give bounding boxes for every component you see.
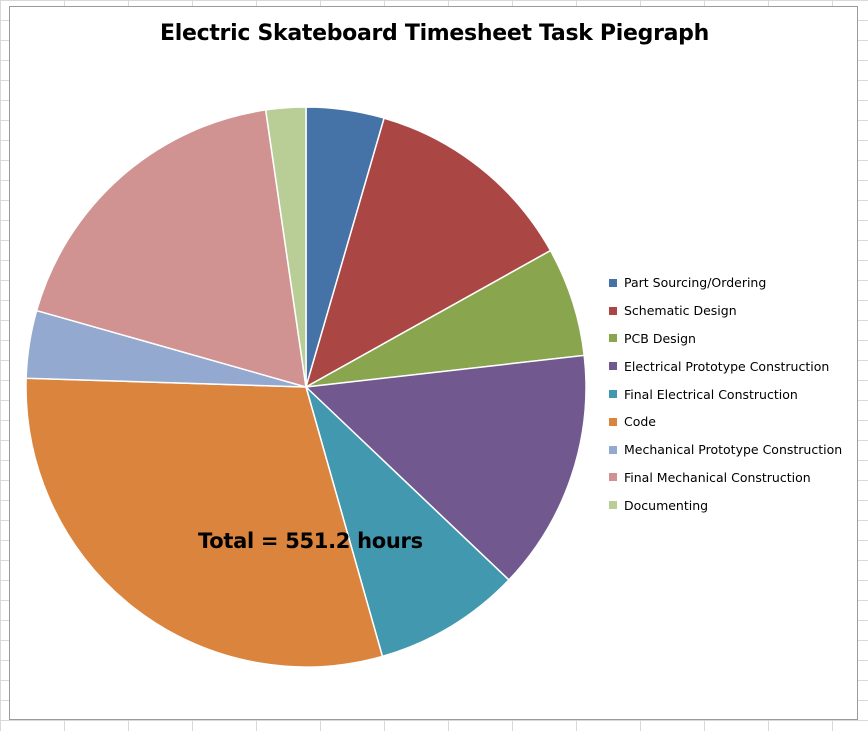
legend-swatch bbox=[609, 278, 617, 287]
legend-label: Final Electrical Construction bbox=[624, 386, 798, 402]
chart-legend: Part Sourcing/Ordering Schematic Design PC… bbox=[609, 269, 842, 519]
legend-item: Final Electrical Construction bbox=[609, 380, 842, 408]
legend-swatch bbox=[609, 473, 617, 482]
total-hours-annotation: Total = 551.2 hours bbox=[198, 529, 423, 553]
pie-slice-code[interactable] bbox=[25, 377, 384, 668]
legend-swatch bbox=[609, 334, 617, 343]
legend-item: Code bbox=[609, 408, 842, 436]
pie-slice-documenting[interactable] bbox=[264, 106, 307, 388]
legend-swatch bbox=[609, 306, 617, 315]
legend-swatch bbox=[609, 362, 617, 371]
chart-title: Electric Skateboard Timesheet Task Piegr… bbox=[160, 21, 709, 46]
legend-item: PCB Design bbox=[609, 325, 842, 353]
pie-slices bbox=[25, 106, 587, 668]
pie-chart bbox=[25, 106, 587, 668]
legend-label: Schematic Design bbox=[624, 303, 737, 319]
legend-item: Electrical Prototype Construction bbox=[609, 352, 842, 380]
legend-item: Documenting bbox=[609, 491, 842, 519]
legend-swatch bbox=[609, 417, 617, 426]
legend-label: Final Mechanical Construction bbox=[624, 469, 811, 485]
pie-slice-schematic-design[interactable] bbox=[304, 117, 552, 389]
pie-slice-electrical-prototype-construction[interactable] bbox=[304, 354, 587, 582]
legend-item: Mechanical Prototype Construction bbox=[609, 436, 842, 464]
legend-item: Part Sourcing/Ordering bbox=[609, 269, 842, 297]
legend-item: Schematic Design bbox=[609, 297, 842, 325]
legend-label: PCB Design bbox=[624, 330, 696, 346]
pie-slice-final-electrical-construction[interactable] bbox=[304, 384, 510, 658]
legend-swatch bbox=[609, 445, 617, 454]
legend-item: Final Mechanical Construction bbox=[609, 464, 842, 492]
legend-label: Mechanical Prototype Construction bbox=[624, 442, 843, 458]
chart-area[interactable]: Electric Skateboard Timesheet Task Piegr… bbox=[9, 6, 858, 720]
legend-label: Part Sourcing/Ordering bbox=[624, 275, 767, 291]
pie-slice-final-mechanical-construction[interactable] bbox=[35, 109, 307, 389]
legend-swatch bbox=[609, 390, 617, 399]
legend-label: Code bbox=[624, 414, 657, 430]
legend-label: Documenting bbox=[624, 497, 709, 513]
legend-swatch bbox=[609, 501, 617, 510]
legend-label: Electrical Prototype Construction bbox=[624, 358, 830, 374]
